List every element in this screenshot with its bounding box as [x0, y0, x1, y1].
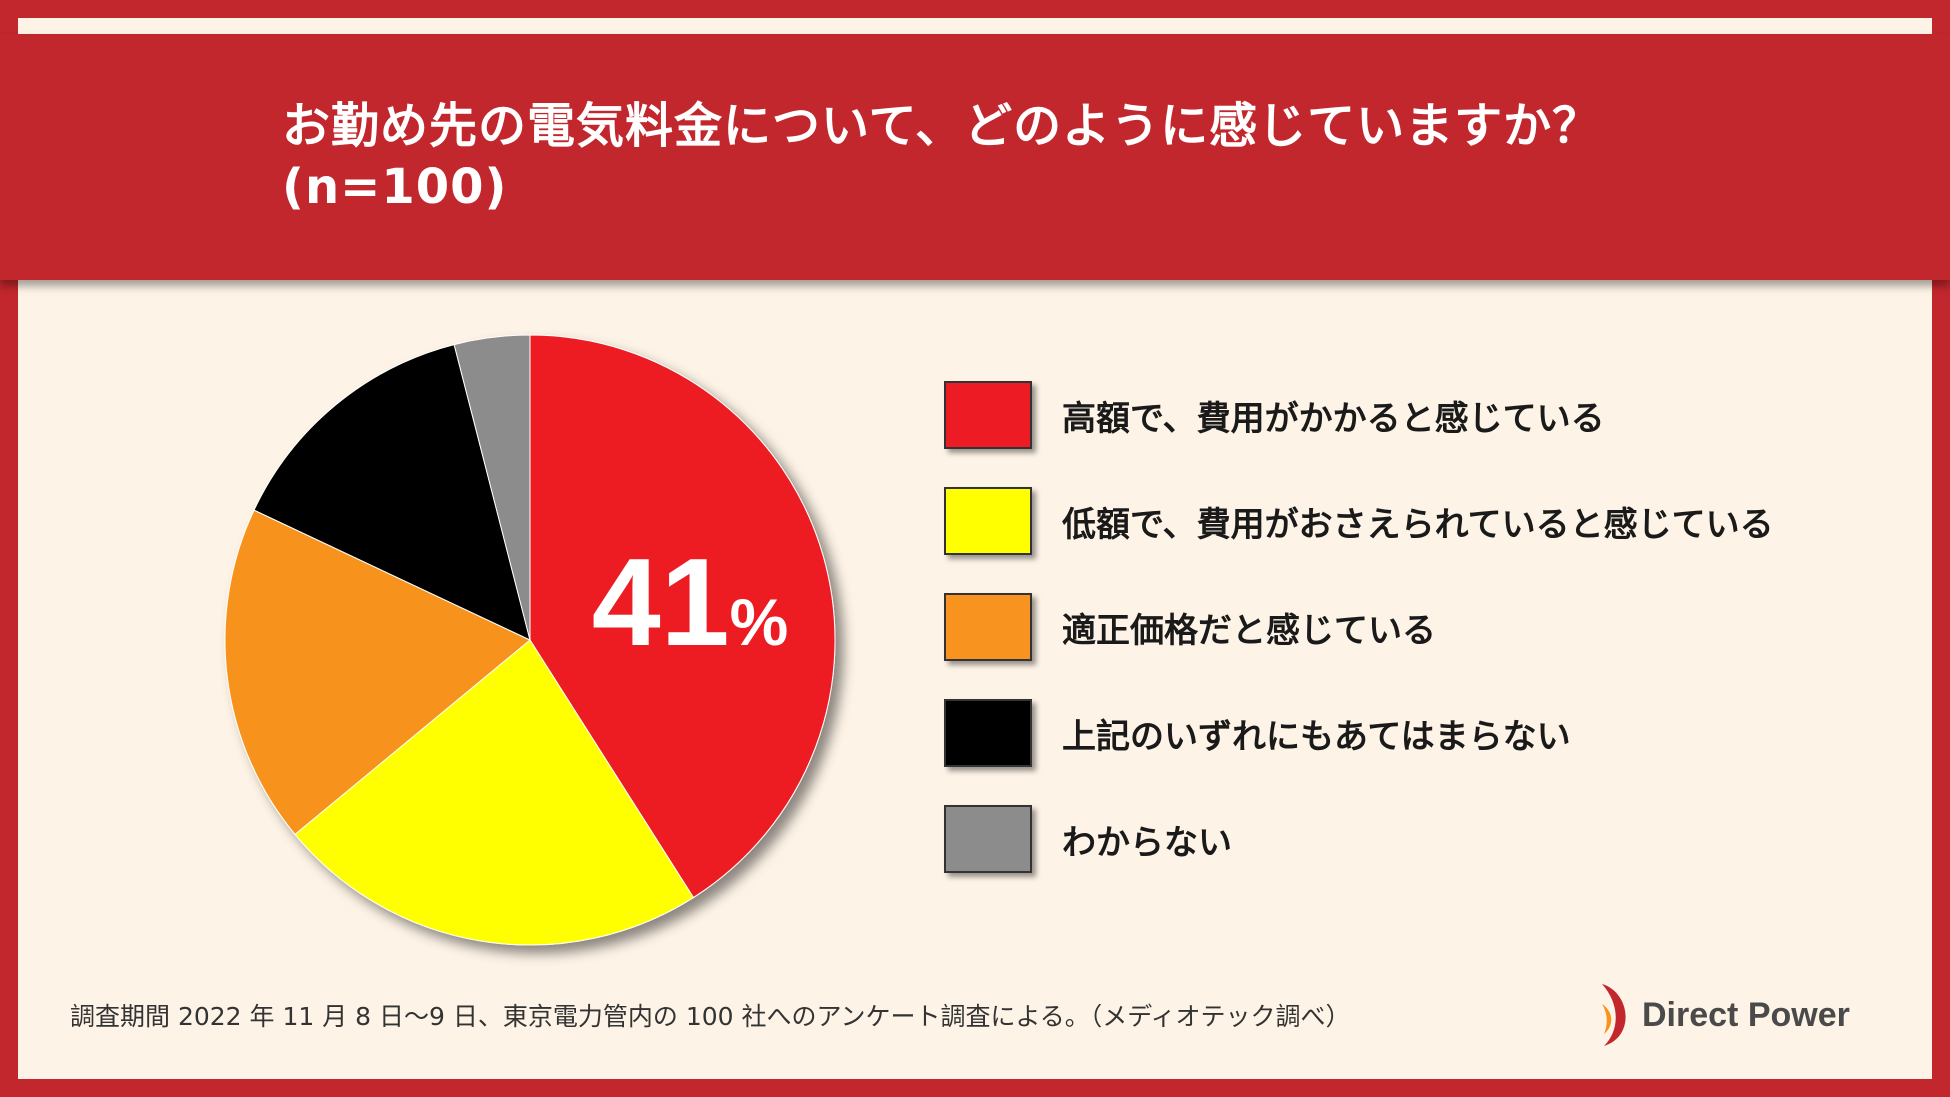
legend-swatch	[944, 381, 1032, 449]
title-banner	[0, 34, 1950, 280]
legend-item: わからない	[944, 804, 1774, 874]
legend-item: 上記のいずれにもあてはまらない	[944, 698, 1774, 768]
brand-logo: Direct Power	[1598, 982, 1850, 1048]
pie-slices	[224, 334, 836, 946]
legend-item: 低額で、費用がおさえられていると感じている	[944, 486, 1774, 556]
pie-slice-1	[529, 334, 836, 899]
pie-slice-5	[453, 334, 531, 641]
annotation-unit: %	[730, 585, 789, 659]
chart-title: お勤め先の電気料金について、どのように感じていますか？ (n=100)	[282, 96, 1601, 219]
annotation-number: 41	[592, 534, 730, 672]
legend-label: 上記のいずれにもあてはまらない	[1062, 716, 1571, 757]
brand-logo-icon	[1602, 984, 1626, 1046]
pie-chart: 41%	[224, 334, 836, 946]
legend-swatch	[944, 593, 1032, 661]
survey-footnote: 調査期間 2022 年 11 月 8 日～9 日、東京電力管内の 100 社への…	[70, 1002, 1351, 1031]
legend-swatch	[944, 805, 1032, 873]
highlight-annotation: 41%	[592, 534, 789, 672]
pie-slice-3	[224, 509, 531, 836]
legend-label: 低額で、費用がおさえられていると感じている	[1062, 504, 1774, 545]
pie-slice-4	[253, 343, 531, 641]
legend-label: 高額で、費用がかかると感じている	[1062, 398, 1605, 439]
legend-item: 適正価格だと感じている	[944, 592, 1774, 662]
legend-label: 適正価格だと感じている	[1062, 610, 1436, 651]
brand-logo-text: Direct Power	[1642, 995, 1850, 1034]
chart-legend: 高額で、費用がかかると感じている低額で、費用がおさえられていると感じている 適正価…	[944, 380, 1774, 910]
legend-swatch	[944, 699, 1032, 767]
chart-title-question: お勤め先の電気料金について、どのように感じていますか？	[282, 98, 1602, 154]
legend-item: 高額で、費用がかかると感じている	[944, 380, 1774, 450]
pie-slice-2	[294, 639, 695, 946]
legend-swatch	[944, 487, 1032, 555]
chart-title-sample-size: (n=100)	[282, 159, 508, 216]
legend-label: わからない	[1062, 822, 1232, 863]
